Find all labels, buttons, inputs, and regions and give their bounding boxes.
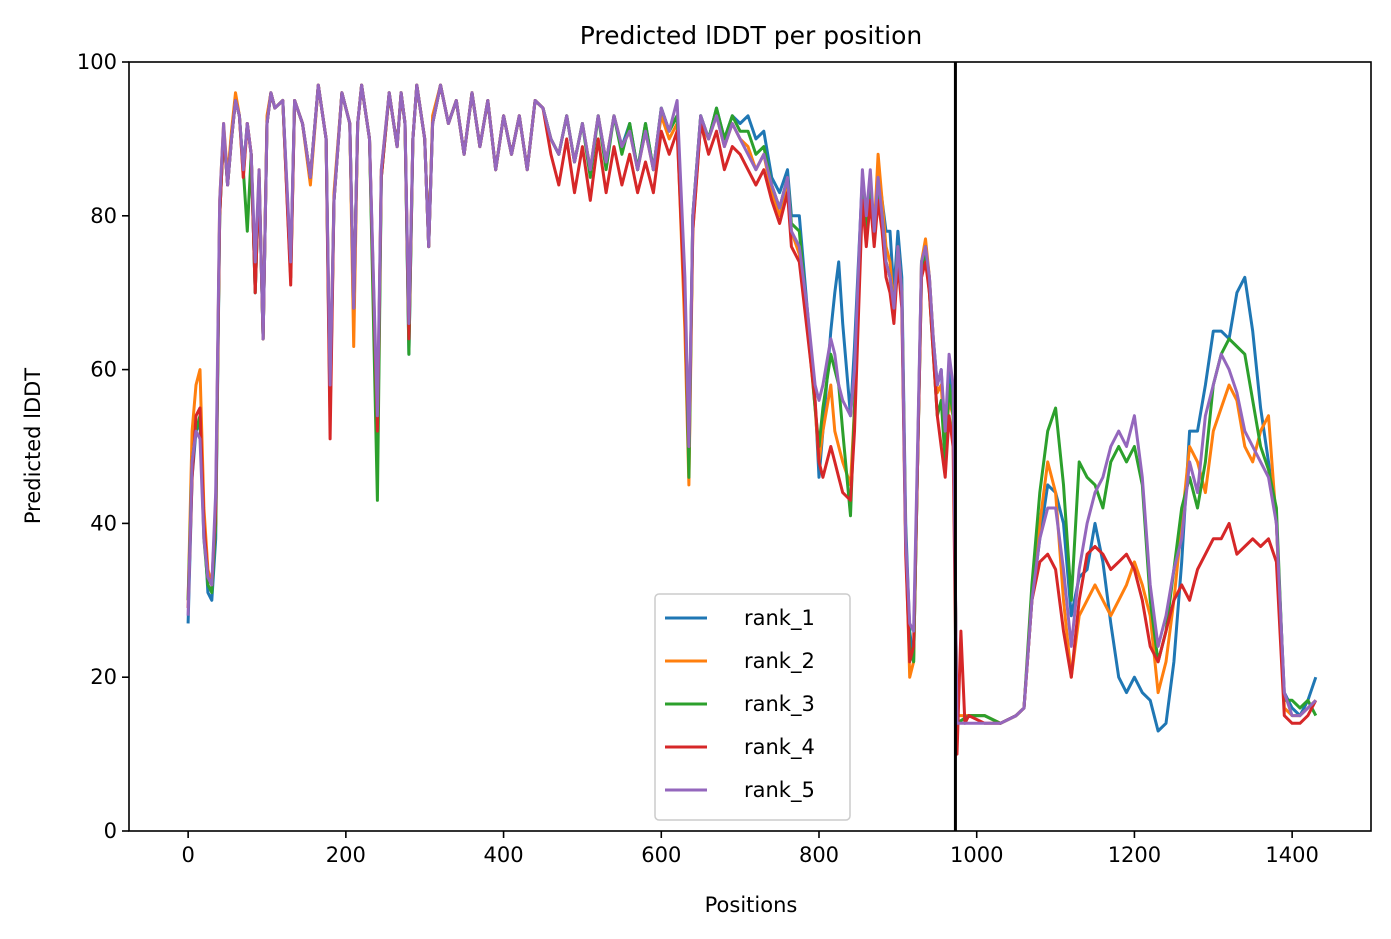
x-tick-label: 600 <box>641 843 681 867</box>
legend-label: rank_1 <box>744 606 815 631</box>
y-tick-label: 0 <box>104 819 117 843</box>
chart-legend: rank_1 rank_2 rank_3 rank_4 rank_5 <box>654 593 851 821</box>
legend-box <box>654 593 851 821</box>
chart-title: Predicted lDDT per position <box>580 21 922 50</box>
legend-label: rank_2 <box>744 649 815 674</box>
y-tick-label: 80 <box>90 204 117 228</box>
legend-label: rank_5 <box>744 778 815 803</box>
legend-label: rank_3 <box>744 692 815 717</box>
x-tick-label: 1200 <box>1108 843 1161 867</box>
y-axis-title: Predicted lDDT <box>21 368 45 524</box>
y-tick-label: 20 <box>90 665 117 689</box>
x-axis-title: Positions <box>705 893 798 917</box>
legend-label: rank_4 <box>744 735 815 760</box>
x-tick-label: 200 <box>326 843 366 867</box>
y-axis-ticks: 0 20 40 60 80 100 <box>77 50 129 843</box>
plot-area <box>128 61 1372 832</box>
x-axis-ticks: 0 200 400 600 800 1000 1200 1400 <box>181 831 1319 867</box>
x-tick-label: 800 <box>799 843 839 867</box>
series-lines <box>186 83 1318 756</box>
plot-frame <box>128 61 1372 832</box>
y-tick-label: 40 <box>90 511 117 535</box>
y-tick-label: 100 <box>77 50 117 74</box>
y-tick-label: 60 <box>90 358 117 382</box>
series-line-rank-5 <box>186 83 1317 725</box>
x-tick-label: 0 <box>181 843 194 867</box>
x-tick-label: 1000 <box>950 843 1003 867</box>
x-tick-label: 400 <box>484 843 524 867</box>
x-tick-label: 1400 <box>1265 843 1318 867</box>
